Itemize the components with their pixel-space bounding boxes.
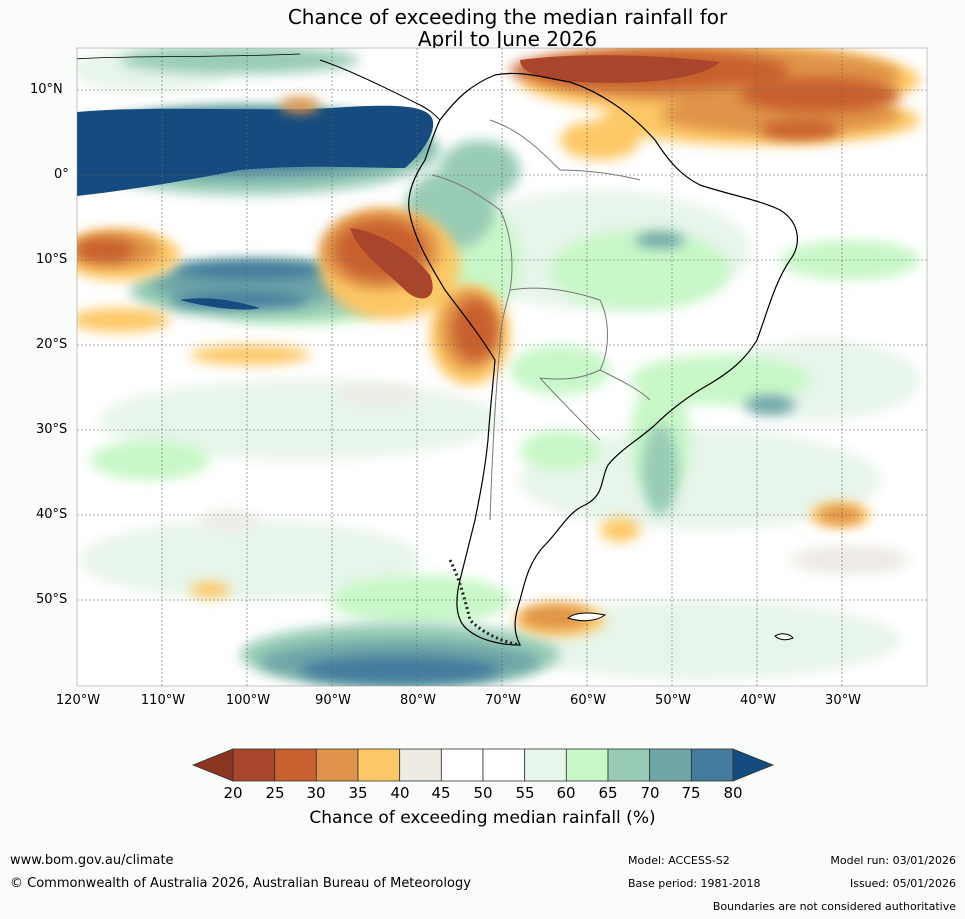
- colorbar-box: [232, 748, 276, 782]
- colorbar-label: Chance of exceeding median rainfall (%): [309, 808, 656, 828]
- colorbar-box: [565, 748, 609, 782]
- footer-issued: Issued: 05/01/2026: [849, 877, 956, 890]
- lat-label-40s: 40°S: [36, 507, 68, 522]
- south-georgia-island: [774, 633, 794, 641]
- rainfall-fields: [77, 48, 927, 686]
- colorbar-box: [274, 748, 317, 782]
- lon-label-30w: 30°W: [825, 693, 861, 708]
- lon-label-120w: 120°W: [55, 693, 101, 708]
- colorbar-tick-55: 55: [515, 784, 535, 802]
- colorbar-tick-35: 35: [348, 784, 368, 802]
- graticule: [77, 48, 927, 686]
- colorbar-box: [482, 748, 526, 782]
- colorbar-tick-30: 30: [306, 784, 326, 802]
- isthmus-coastline: [319, 59, 441, 121]
- falkland-islands: [567, 612, 607, 622]
- colorbar-tick-60: 60: [556, 784, 576, 802]
- lon-label-50w: 50°W: [655, 693, 691, 708]
- lat-label-10s: 10°S: [36, 252, 68, 267]
- colorbar-tick-70: 70: [640, 784, 660, 802]
- colorbar-tick-80: 80: [723, 784, 743, 802]
- colorbar-box: [440, 748, 484, 782]
- colorbar-tick-20: 20: [223, 784, 243, 802]
- country-borders: [431, 119, 651, 521]
- colorbar-tick-50: 50: [473, 784, 493, 802]
- lon-label-60w: 60°W: [570, 693, 606, 708]
- footer-disclaimer: Boundaries are not considered authoritat…: [712, 900, 956, 913]
- footer-base-period: Base period: 1981-2018: [628, 877, 761, 890]
- colorbar-tick-25: 25: [265, 784, 285, 802]
- footer-model: Model: ACCESS-S2: [628, 854, 730, 867]
- colorbar-tick-75: 75: [681, 784, 701, 802]
- lon-label-40w: 40°W: [740, 693, 776, 708]
- colorbar-box: [649, 748, 692, 782]
- lat-label-30s: 30°S: [36, 422, 68, 437]
- colorbar-box: [357, 748, 401, 782]
- lon-label-110w: 110°W: [140, 693, 186, 708]
- colorbar-tick-65: 65: [598, 784, 618, 802]
- rainfall-map: [76, 47, 928, 687]
- lat-label-10n: 10°N: [30, 82, 63, 97]
- colorbar-low-arrow: [191, 748, 234, 782]
- colorbar-box: [524, 748, 567, 782]
- lon-label-80w: 80°W: [400, 693, 436, 708]
- footer-copyright: © Commonwealth of Australia 2026, Austra…: [10, 876, 471, 891]
- map-title-line2: April to June 2026: [417, 27, 598, 51]
- lon-label-70w: 70°W: [485, 693, 521, 708]
- lat-label-0: 0°: [54, 167, 69, 182]
- colorbar-tick-40: 40: [390, 784, 410, 802]
- central-america-coastline: [77, 53, 301, 60]
- lon-label-90w: 90°W: [315, 693, 351, 708]
- colorbar-tick-45: 45: [431, 784, 451, 802]
- map-frame: [76, 47, 928, 687]
- colorbar-box: [399, 748, 442, 782]
- colorbar-boxes: [232, 748, 734, 782]
- map-title-line1: Chance of exceeding the median rainfall …: [287, 5, 728, 29]
- colorbar-box: [690, 748, 734, 782]
- colorbar-box: [315, 748, 359, 782]
- lat-label-50s: 50°S: [36, 592, 68, 607]
- footer-model-run: Model run: 03/01/2026: [830, 854, 956, 867]
- lon-label-100w: 100°W: [225, 693, 271, 708]
- footer-url[interactable]: www.bom.gov.au/climate: [10, 853, 174, 868]
- colorbar-high-arrow: [732, 748, 775, 782]
- colorbar-box: [607, 748, 651, 782]
- south-america-coastline: [408, 72, 798, 646]
- lat-label-20s: 20°S: [36, 337, 68, 352]
